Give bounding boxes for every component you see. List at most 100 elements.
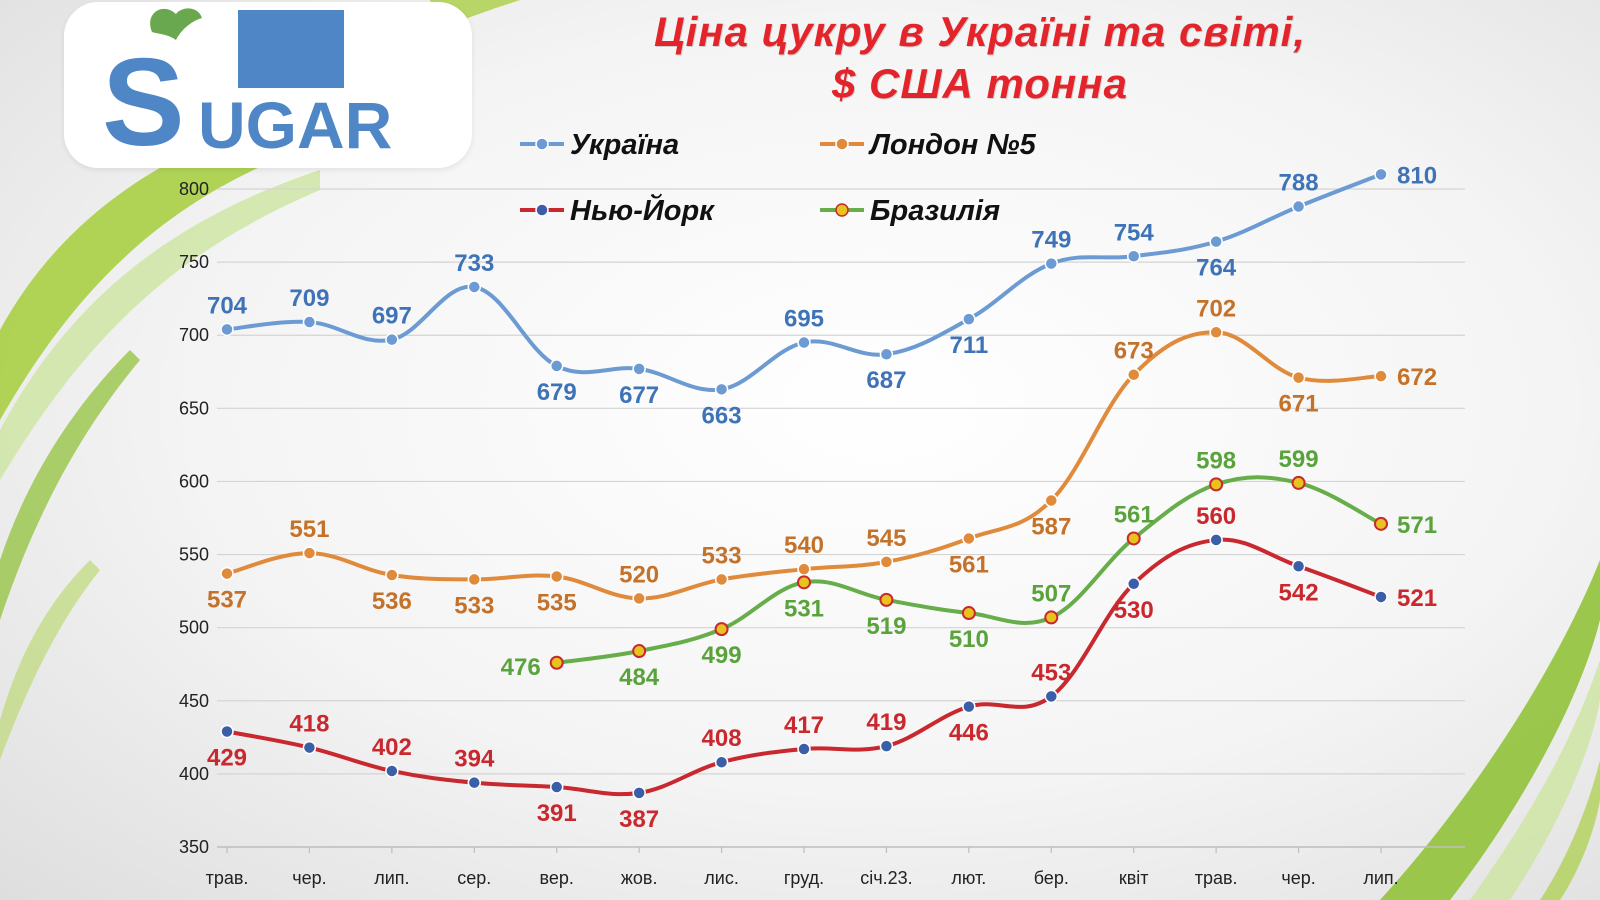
data-label-ukraine: 810 bbox=[1397, 162, 1437, 189]
data-point-ukraine bbox=[549, 359, 564, 373]
data-label-london-5: 540 bbox=[784, 532, 824, 559]
chart-title: Ціна цукру в Україні та світі, $ США тон… bbox=[520, 6, 1440, 110]
data-point-brazil bbox=[879, 592, 894, 607]
y-tick-label: 450 bbox=[179, 691, 209, 711]
data-point-brazil bbox=[1044, 610, 1059, 625]
data-point-london-5 bbox=[1291, 370, 1306, 385]
legend-label-new-york: Нью-Йорк bbox=[570, 192, 715, 227]
data-label-ukraine: 663 bbox=[702, 402, 742, 429]
data-label-brazil: 598 bbox=[1196, 447, 1236, 474]
x-tick-label: трав. bbox=[1195, 868, 1238, 888]
series-layer bbox=[220, 167, 1388, 800]
axes: 350 400 450 500 550 600 650 700 750 800 трав. чер. л… bbox=[179, 179, 1465, 888]
chart-title-line-2: $ США тонна bbox=[831, 60, 1129, 107]
data-label-new-york: 446 bbox=[949, 720, 989, 747]
legend-label-ukraine: Україна bbox=[570, 129, 679, 161]
data-point-ukraine bbox=[1044, 256, 1059, 271]
data-label-ukraine: 677 bbox=[619, 382, 659, 409]
data-point-new-york bbox=[467, 775, 482, 790]
data-label-london-5: 587 bbox=[1031, 513, 1071, 540]
y-tick-label: 750 bbox=[179, 252, 209, 272]
data-point-new-york bbox=[1209, 533, 1223, 547]
data-point-brazil bbox=[714, 622, 729, 637]
data-point-ukraine bbox=[879, 347, 894, 361]
data-point-london-5 bbox=[797, 562, 811, 576]
data-label-london-5: 551 bbox=[289, 516, 329, 543]
legend-marker-london-5 bbox=[835, 137, 849, 151]
x-tick-label: бер. bbox=[1034, 868, 1069, 888]
data-point-new-york bbox=[385, 764, 399, 778]
data-label-london-5: 520 bbox=[619, 561, 659, 588]
data-point-ukraine bbox=[220, 322, 234, 337]
data-point-london-5 bbox=[1126, 367, 1141, 382]
sugar-logo-mark: S UGAR bbox=[102, 8, 392, 168]
data-label-new-york: 408 bbox=[702, 725, 742, 752]
x-tick-label: вер. bbox=[540, 868, 574, 888]
data-point-london-5 bbox=[714, 572, 729, 587]
data-point-london-5 bbox=[1044, 493, 1059, 508]
x-tick-label: трав. bbox=[206, 868, 249, 888]
data-label-london-5: 561 bbox=[949, 551, 989, 578]
x-tick-label: чер. bbox=[1281, 868, 1315, 888]
data-point-new-york bbox=[1126, 577, 1141, 591]
data-label-london-5: 533 bbox=[454, 592, 494, 619]
data-point-ukraine bbox=[1209, 234, 1223, 249]
data-point-london-5 bbox=[467, 572, 482, 587]
data-point-new-york bbox=[302, 740, 317, 755]
data-point-new-york bbox=[879, 739, 894, 753]
data-point-london-5 bbox=[302, 546, 317, 560]
y-tick-label: 700 bbox=[179, 325, 209, 345]
data-point-brazil bbox=[1374, 516, 1388, 531]
data-label-brazil: 499 bbox=[702, 642, 742, 669]
y-tick-label: 400 bbox=[179, 764, 209, 784]
logo-blue-square bbox=[238, 10, 344, 88]
series-line-ukraine bbox=[225, 172, 1383, 393]
y-tick-label: 650 bbox=[179, 398, 209, 418]
legend-label-brazil: Бразилія bbox=[870, 195, 1000, 227]
data-label-brazil: 484 bbox=[619, 664, 660, 691]
legend: Україна Лондон №5 Нью-Йорк Бразилія bbox=[520, 129, 1037, 227]
data-label-ukraine: 695 bbox=[784, 306, 824, 333]
data-point-new-york bbox=[1374, 590, 1388, 604]
x-tick-label: лис. bbox=[704, 868, 739, 888]
data-label-new-york: 521 bbox=[1397, 585, 1437, 612]
data-label-new-york: 402 bbox=[372, 734, 412, 761]
data-label-london-5: 537 bbox=[207, 587, 247, 614]
data-point-new-york bbox=[962, 699, 976, 714]
data-point-brazil bbox=[961, 606, 976, 621]
data-label-ukraine: 788 bbox=[1279, 170, 1319, 197]
chart-title-line-1: Ціна цукру в Україні та світі, bbox=[653, 8, 1307, 55]
grid-lines bbox=[217, 188, 1465, 775]
data-point-brazil bbox=[797, 575, 811, 590]
y-tick-label: 350 bbox=[179, 837, 209, 857]
data-point-london-5 bbox=[1374, 369, 1388, 383]
data-point-london-5 bbox=[1209, 325, 1223, 340]
data-label-new-york: 387 bbox=[619, 806, 659, 833]
data-point-ukraine bbox=[1126, 249, 1141, 264]
x-tick-label: жов. bbox=[621, 868, 658, 888]
data-point-london-5 bbox=[385, 568, 399, 582]
data-point-ukraine bbox=[385, 332, 399, 347]
data-point-new-york bbox=[549, 780, 564, 794]
x-tick-label: квіт bbox=[1119, 868, 1149, 888]
data-label-london-5: 672 bbox=[1397, 364, 1437, 391]
data-point-new-york bbox=[220, 724, 234, 739]
data-label-brazil: 519 bbox=[866, 613, 906, 640]
data-label-new-york: 417 bbox=[784, 712, 824, 739]
data-point-brazil bbox=[1291, 475, 1306, 490]
logo-text-ugar: UGAR bbox=[198, 88, 392, 162]
data-label-new-york: 560 bbox=[1196, 503, 1236, 530]
x-tick-label: лип. bbox=[1363, 868, 1398, 888]
data-label-ukraine: 709 bbox=[289, 285, 329, 312]
data-label-ukraine: 749 bbox=[1031, 227, 1071, 254]
legend-marker-new-york bbox=[535, 203, 549, 217]
data-point-new-york bbox=[632, 786, 646, 800]
x-tick-label: сер. bbox=[457, 868, 491, 888]
data-label-london-5: 671 bbox=[1279, 391, 1319, 418]
sugar-logo: S UGAR bbox=[64, 2, 472, 168]
x-tick-label: лют. bbox=[951, 868, 986, 888]
data-label-new-york: 530 bbox=[1114, 597, 1154, 624]
data-point-ukraine bbox=[1291, 199, 1306, 214]
data-label-new-york: 453 bbox=[1031, 659, 1071, 686]
x-tick-label: лип. bbox=[374, 868, 409, 888]
